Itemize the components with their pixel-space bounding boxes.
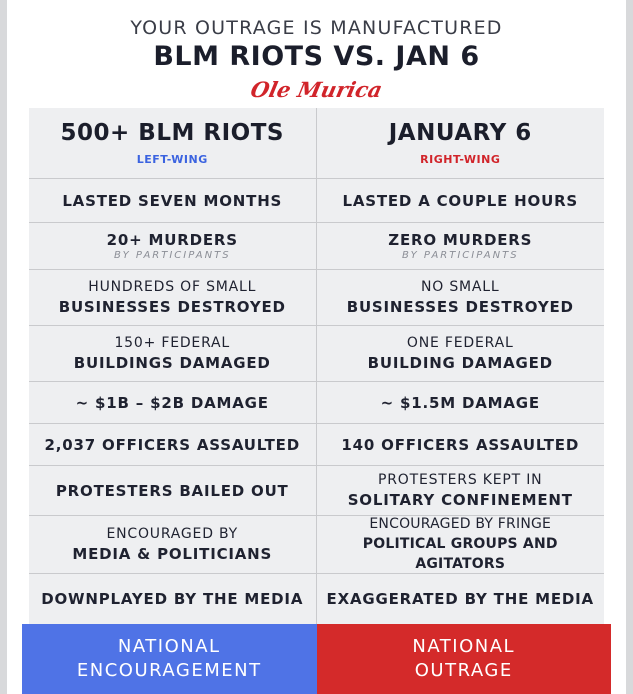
cell-line: ZERO MURDERS	[388, 231, 533, 249]
cell-line: PROTESTERS BAILED OUT	[55, 481, 289, 500]
table-row: ~ $1B – $2B DAMAGE ~ $1.5M DAMAGE	[29, 381, 604, 423]
right-cell: PROTESTERS KEPT IN SOLITARY CONFINEMENT	[317, 466, 605, 515]
cell-line: DOWNPLAYED BY THE MEDIA	[41, 590, 304, 608]
left-cell: ENCOURAGED BY MEDIA & POLITICIANS	[29, 516, 317, 573]
cell-line: ENCOURAGED BY FRINGE	[369, 516, 552, 532]
table-row: 150+ FEDERAL BUILDINGS DAMAGED ONE FEDER…	[29, 325, 604, 381]
cell-line: POLITICAL GROUPS AND AGITATORS	[362, 536, 558, 572]
table-row: 2,037 OFFICERS ASSAULTED 140 OFFICERS AS…	[29, 423, 604, 465]
left-cell: 20+ MURDERS BY PARTICIPANTS	[29, 223, 317, 269]
right-cell: EXAGGERATED BY THE MEDIA	[317, 574, 605, 624]
left-cell: DOWNPLAYED BY THE MEDIA	[29, 574, 317, 624]
footer-banner: NATIONAL ENCOURAGEMENT NATIONAL OUTRAGE	[22, 624, 611, 694]
table-row: DOWNPLAYED BY THE MEDIA EXAGGERATED BY T…	[29, 573, 604, 624]
cell-line: LASTED SEVEN MONTHS	[62, 191, 283, 210]
left-cell: 2,037 OFFICERS ASSAULTED	[29, 424, 317, 465]
table-row: PROTESTERS BAILED OUT PROTESTERS KEPT IN…	[29, 465, 604, 515]
left-cell: 150+ FEDERAL BUILDINGS DAMAGED	[29, 326, 317, 381]
cell-line: MEDIA & POLITICIANS	[72, 545, 273, 563]
cell-line: BUSINESSES DESTROYED	[58, 298, 286, 316]
cell-line: PROTESTERS KEPT IN	[378, 472, 543, 488]
right-wing-tag: RIGHT-WING	[420, 153, 501, 166]
cell-line: NO SMALL	[421, 279, 500, 295]
right-cell: ENCOURAGED BY FRINGE POLITICAL GROUPS AN…	[317, 516, 605, 573]
cell-subtext: BY PARTICIPANTS	[401, 250, 519, 261]
right-cell: LASTED A COUPLE HOURS	[317, 179, 605, 222]
left-column-header: 500+ BLM RIOTS LEFT-WING	[29, 108, 317, 178]
table-row: HUNDREDS OF SMALL BUSINESSES DESTROYED N…	[29, 269, 604, 325]
table-row: 20+ MURDERS BY PARTICIPANTS ZERO MURDERS…	[29, 222, 604, 269]
cell-line: SOLITARY CONFINEMENT	[347, 491, 573, 509]
cell-line: ONE FEDERAL	[406, 335, 514, 351]
cell-line: ~ $1B – $2B DAMAGE	[75, 393, 269, 412]
cell-subtext: BY PARTICIPANTS	[113, 250, 231, 261]
right-cell: 140 OFFICERS ASSAULTED	[317, 424, 605, 465]
left-cell: HUNDREDS OF SMALL BUSINESSES DESTROYED	[29, 270, 317, 325]
table-row: LASTED SEVEN MONTHS LASTED A COUPLE HOUR…	[29, 178, 604, 222]
cell-line: BUILDINGS DAMAGED	[73, 354, 271, 372]
cell-line: 20+ MURDERS	[106, 231, 238, 249]
comparison-table: 500+ BLM RIOTS LEFT-WING JANUARY 6 RIGHT…	[29, 108, 604, 624]
national-outrage-banner: NATIONAL OUTRAGE	[316, 624, 611, 694]
left-column-title: 500+ BLM RIOTS	[60, 120, 284, 146]
right-cell: NO SMALL BUSINESSES DESTROYED	[317, 270, 605, 325]
header: YOUR OUTRAGE IS MANUFACTURED BLM RIOTS V…	[7, 0, 626, 108]
cell-line: ENCOURAGED BY	[106, 526, 239, 542]
left-cell: ~ $1B – $2B DAMAGE	[29, 382, 317, 423]
national-encouragement-banner: NATIONAL ENCOURAGEMENT	[22, 624, 317, 694]
cell-line: EXAGGERATED BY THE MEDIA	[326, 590, 594, 608]
table-row: ENCOURAGED BY MEDIA & POLITICIANS ENCOUR…	[29, 515, 604, 573]
cell-line: ~ $1.5M DAMAGE	[380, 393, 540, 412]
cell-line: 2,037 OFFICERS ASSAULTED	[44, 435, 300, 454]
cell-line: LASTED A COUPLE HOURS	[342, 191, 579, 210]
kicker-text: YOUR OUTRAGE IS MANUFACTURED	[130, 17, 503, 39]
brand-logo: Ole Murica	[248, 77, 385, 102]
cell-line: HUNDREDS OF SMALL	[88, 279, 257, 295]
main-title: BLM RIOTS VS. JAN 6	[153, 41, 480, 72]
cell-line: BUSINESSES DESTROYED	[346, 298, 574, 316]
right-cell: ONE FEDERAL BUILDING DAMAGED	[317, 326, 605, 381]
right-column-header: JANUARY 6 RIGHT-WING	[317, 108, 605, 178]
right-column-title: JANUARY 6	[388, 120, 532, 146]
left-wing-tag: LEFT-WING	[136, 153, 208, 166]
right-cell: ZERO MURDERS BY PARTICIPANTS	[317, 223, 605, 269]
left-cell: PROTESTERS BAILED OUT	[29, 466, 317, 515]
column-header-row: 500+ BLM RIOTS LEFT-WING JANUARY 6 RIGHT…	[29, 108, 604, 178]
left-cell: LASTED SEVEN MONTHS	[29, 179, 317, 222]
cell-line: 140 OFFICERS ASSAULTED	[341, 435, 580, 454]
right-cell: ~ $1.5M DAMAGE	[317, 382, 605, 423]
cell-line: 150+ FEDERAL	[114, 335, 231, 351]
cell-line: BUILDING DAMAGED	[367, 354, 553, 372]
